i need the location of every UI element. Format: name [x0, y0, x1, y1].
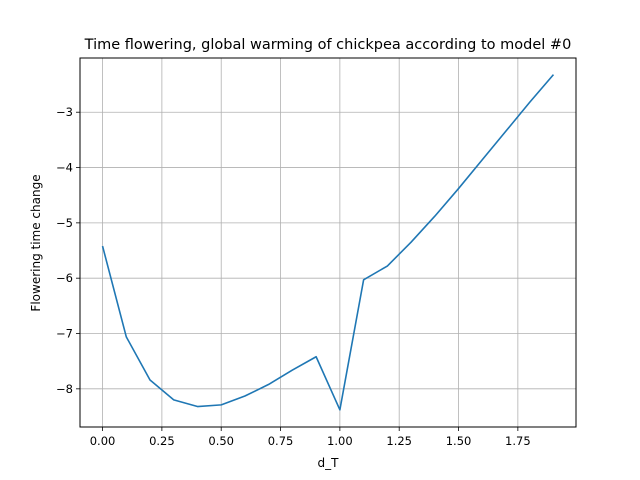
x-tick-label: 0.75 [268, 434, 294, 448]
x-tick-label: 0.25 [149, 434, 175, 448]
y-tick-label: −4 [56, 161, 73, 175]
y-tick-label: −6 [56, 271, 73, 285]
x-axis-label: d_T [318, 456, 340, 470]
y-tick-label: −7 [56, 327, 73, 341]
series-line [101, 74, 555, 411]
x-tick-label: 0.00 [90, 434, 116, 448]
series-layer [101, 74, 555, 411]
grid [80, 58, 576, 427]
x-tick-label: 1.50 [446, 434, 472, 448]
y-axis-label: Flowering time change [29, 174, 43, 311]
x-tick-label: 1.75 [505, 434, 531, 448]
x-tick-label: 0.50 [208, 434, 234, 448]
plot-frame [79, 57, 577, 428]
y-tick-label: −5 [56, 216, 73, 230]
y-ticks: −8 −7 −6 −5 −4 −3 [56, 105, 80, 396]
x-ticks: 0.00 0.25 0.50 0.75 1.00 1.25 1.50 1.75 [90, 427, 531, 448]
chart-title: Time flowering, global warming of chickp… [84, 37, 572, 53]
x-tick-label: 1.00 [327, 434, 353, 448]
y-tick-label: −8 [56, 382, 73, 396]
y-tick-label: −3 [56, 105, 73, 119]
x-tick-label: 1.25 [386, 434, 412, 448]
